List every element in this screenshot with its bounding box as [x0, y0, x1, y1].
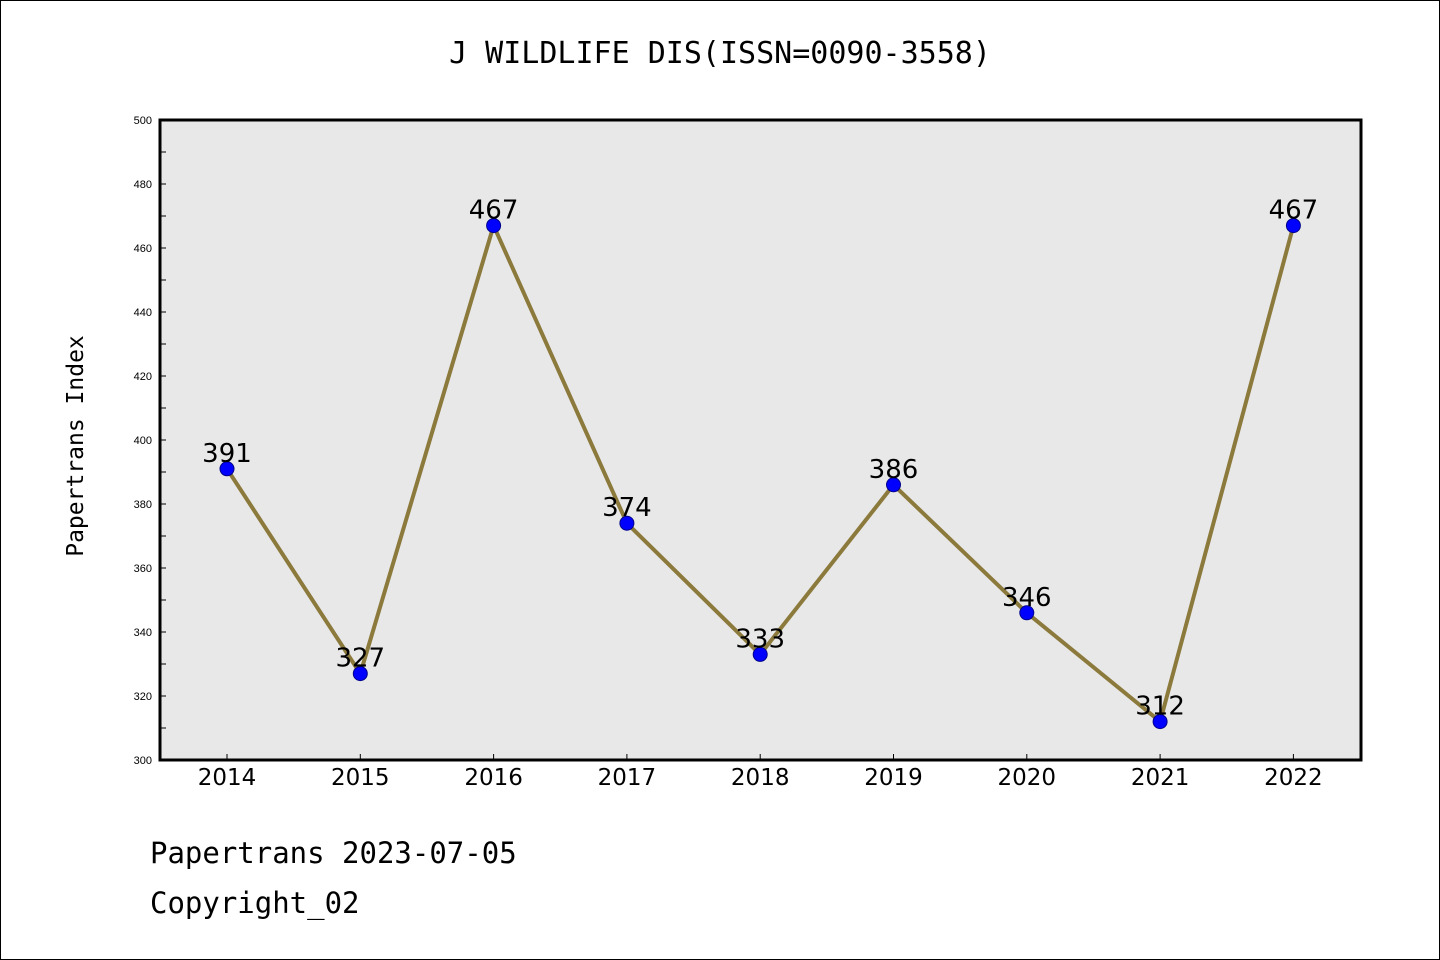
y-tick-label: 480 [134, 179, 152, 191]
y-tick-label: 460 [134, 243, 152, 255]
data-label: 346 [1002, 583, 1052, 613]
data-label: 327 [335, 644, 385, 674]
data-label: 386 [869, 455, 919, 485]
y-tick-label: 320 [134, 691, 152, 703]
x-tick-label: 2015 [331, 765, 390, 791]
data-point [1152, 714, 1168, 730]
data-point [752, 646, 768, 662]
data-label: 312 [1135, 692, 1185, 722]
x-tick-label: 2022 [1264, 765, 1323, 791]
y-tick-label: 340 [134, 627, 152, 639]
x-tick-label: 2016 [464, 765, 523, 791]
data-label: 391 [202, 439, 252, 469]
data-point [1019, 605, 1035, 621]
data-point [352, 666, 368, 682]
y-tick-label: 380 [134, 499, 152, 511]
x-tick-label: 2020 [998, 765, 1057, 791]
data-label: 374 [602, 493, 652, 523]
y-axis-ticks: 300 320 340 360 380 400 420 440 460 480 500 [134, 115, 166, 767]
x-tick-label: 2017 [598, 765, 657, 791]
data-point [886, 477, 901, 493]
chart-title: J WILDLIFE DIS(ISSN=0090-3558) [449, 36, 991, 71]
data-point [619, 515, 635, 531]
y-tick-label: 440 [134, 307, 152, 319]
y-tick-label: 400 [134, 435, 152, 447]
x-axis-ticks: 2014 2015 2016 2017 2018 2019 2020 2021 2022 [198, 754, 1323, 791]
x-tick-label: 2019 [864, 765, 923, 791]
data-label: 467 [1269, 196, 1319, 226]
x-tick-label: 2021 [1131, 765, 1190, 791]
footer-copyright: Copyright_02 [150, 886, 360, 920]
footer-date: Papertrans 2023-07-05 [150, 836, 517, 870]
data-point [486, 218, 502, 234]
y-tick-label: 420 [134, 371, 152, 383]
data-labels: 391 327 467 374 333 386 346 312 467 [202, 196, 1318, 722]
y-tick-label: 500 [134, 115, 152, 127]
y-tick-label: 360 [134, 563, 152, 575]
x-tick-label: 2014 [198, 765, 257, 791]
y-tick-label: 300 [134, 755, 152, 767]
data-point [1285, 218, 1301, 234]
x-tick-label: 2018 [731, 765, 790, 791]
data-points [219, 218, 1301, 730]
data-label: 467 [469, 196, 519, 226]
data-label: 333 [735, 624, 785, 654]
data-point [219, 461, 235, 477]
